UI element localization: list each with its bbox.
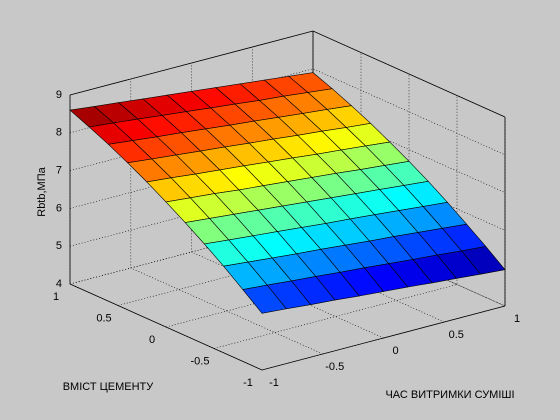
z-tick-label: 5 bbox=[56, 240, 62, 252]
x-tick-label: 1 bbox=[514, 313, 520, 325]
z-tick-label: 7 bbox=[56, 165, 62, 177]
z-axis-label: Rbtb,МПа bbox=[36, 166, 48, 216]
x-tick-label: 0 bbox=[392, 345, 398, 357]
surface-face bbox=[242, 284, 287, 314]
z-tick-label: 6 bbox=[56, 202, 62, 214]
x-axis-label: ЧАС ВИТРИМКИ СУМІШІ bbox=[385, 389, 514, 401]
y-tick-label: -0.5 bbox=[191, 355, 210, 367]
x-tick-label: -0.5 bbox=[325, 361, 344, 373]
x-tick-label: 0.5 bbox=[449, 329, 464, 341]
y-tick-label: -1 bbox=[243, 377, 253, 389]
y-tick-label: 0 bbox=[149, 334, 155, 346]
x-tick-label: -1 bbox=[269, 377, 279, 389]
y-tick-label: 0.5 bbox=[96, 312, 111, 324]
y-tick-label: 1 bbox=[53, 291, 59, 303]
z-tick-label: 8 bbox=[56, 127, 62, 139]
z-tick-label: 4 bbox=[56, 278, 62, 290]
z-tick-label: 9 bbox=[56, 89, 62, 101]
y-axis-label: ВМІСТ ЦЕМЕНТУ bbox=[63, 381, 155, 393]
